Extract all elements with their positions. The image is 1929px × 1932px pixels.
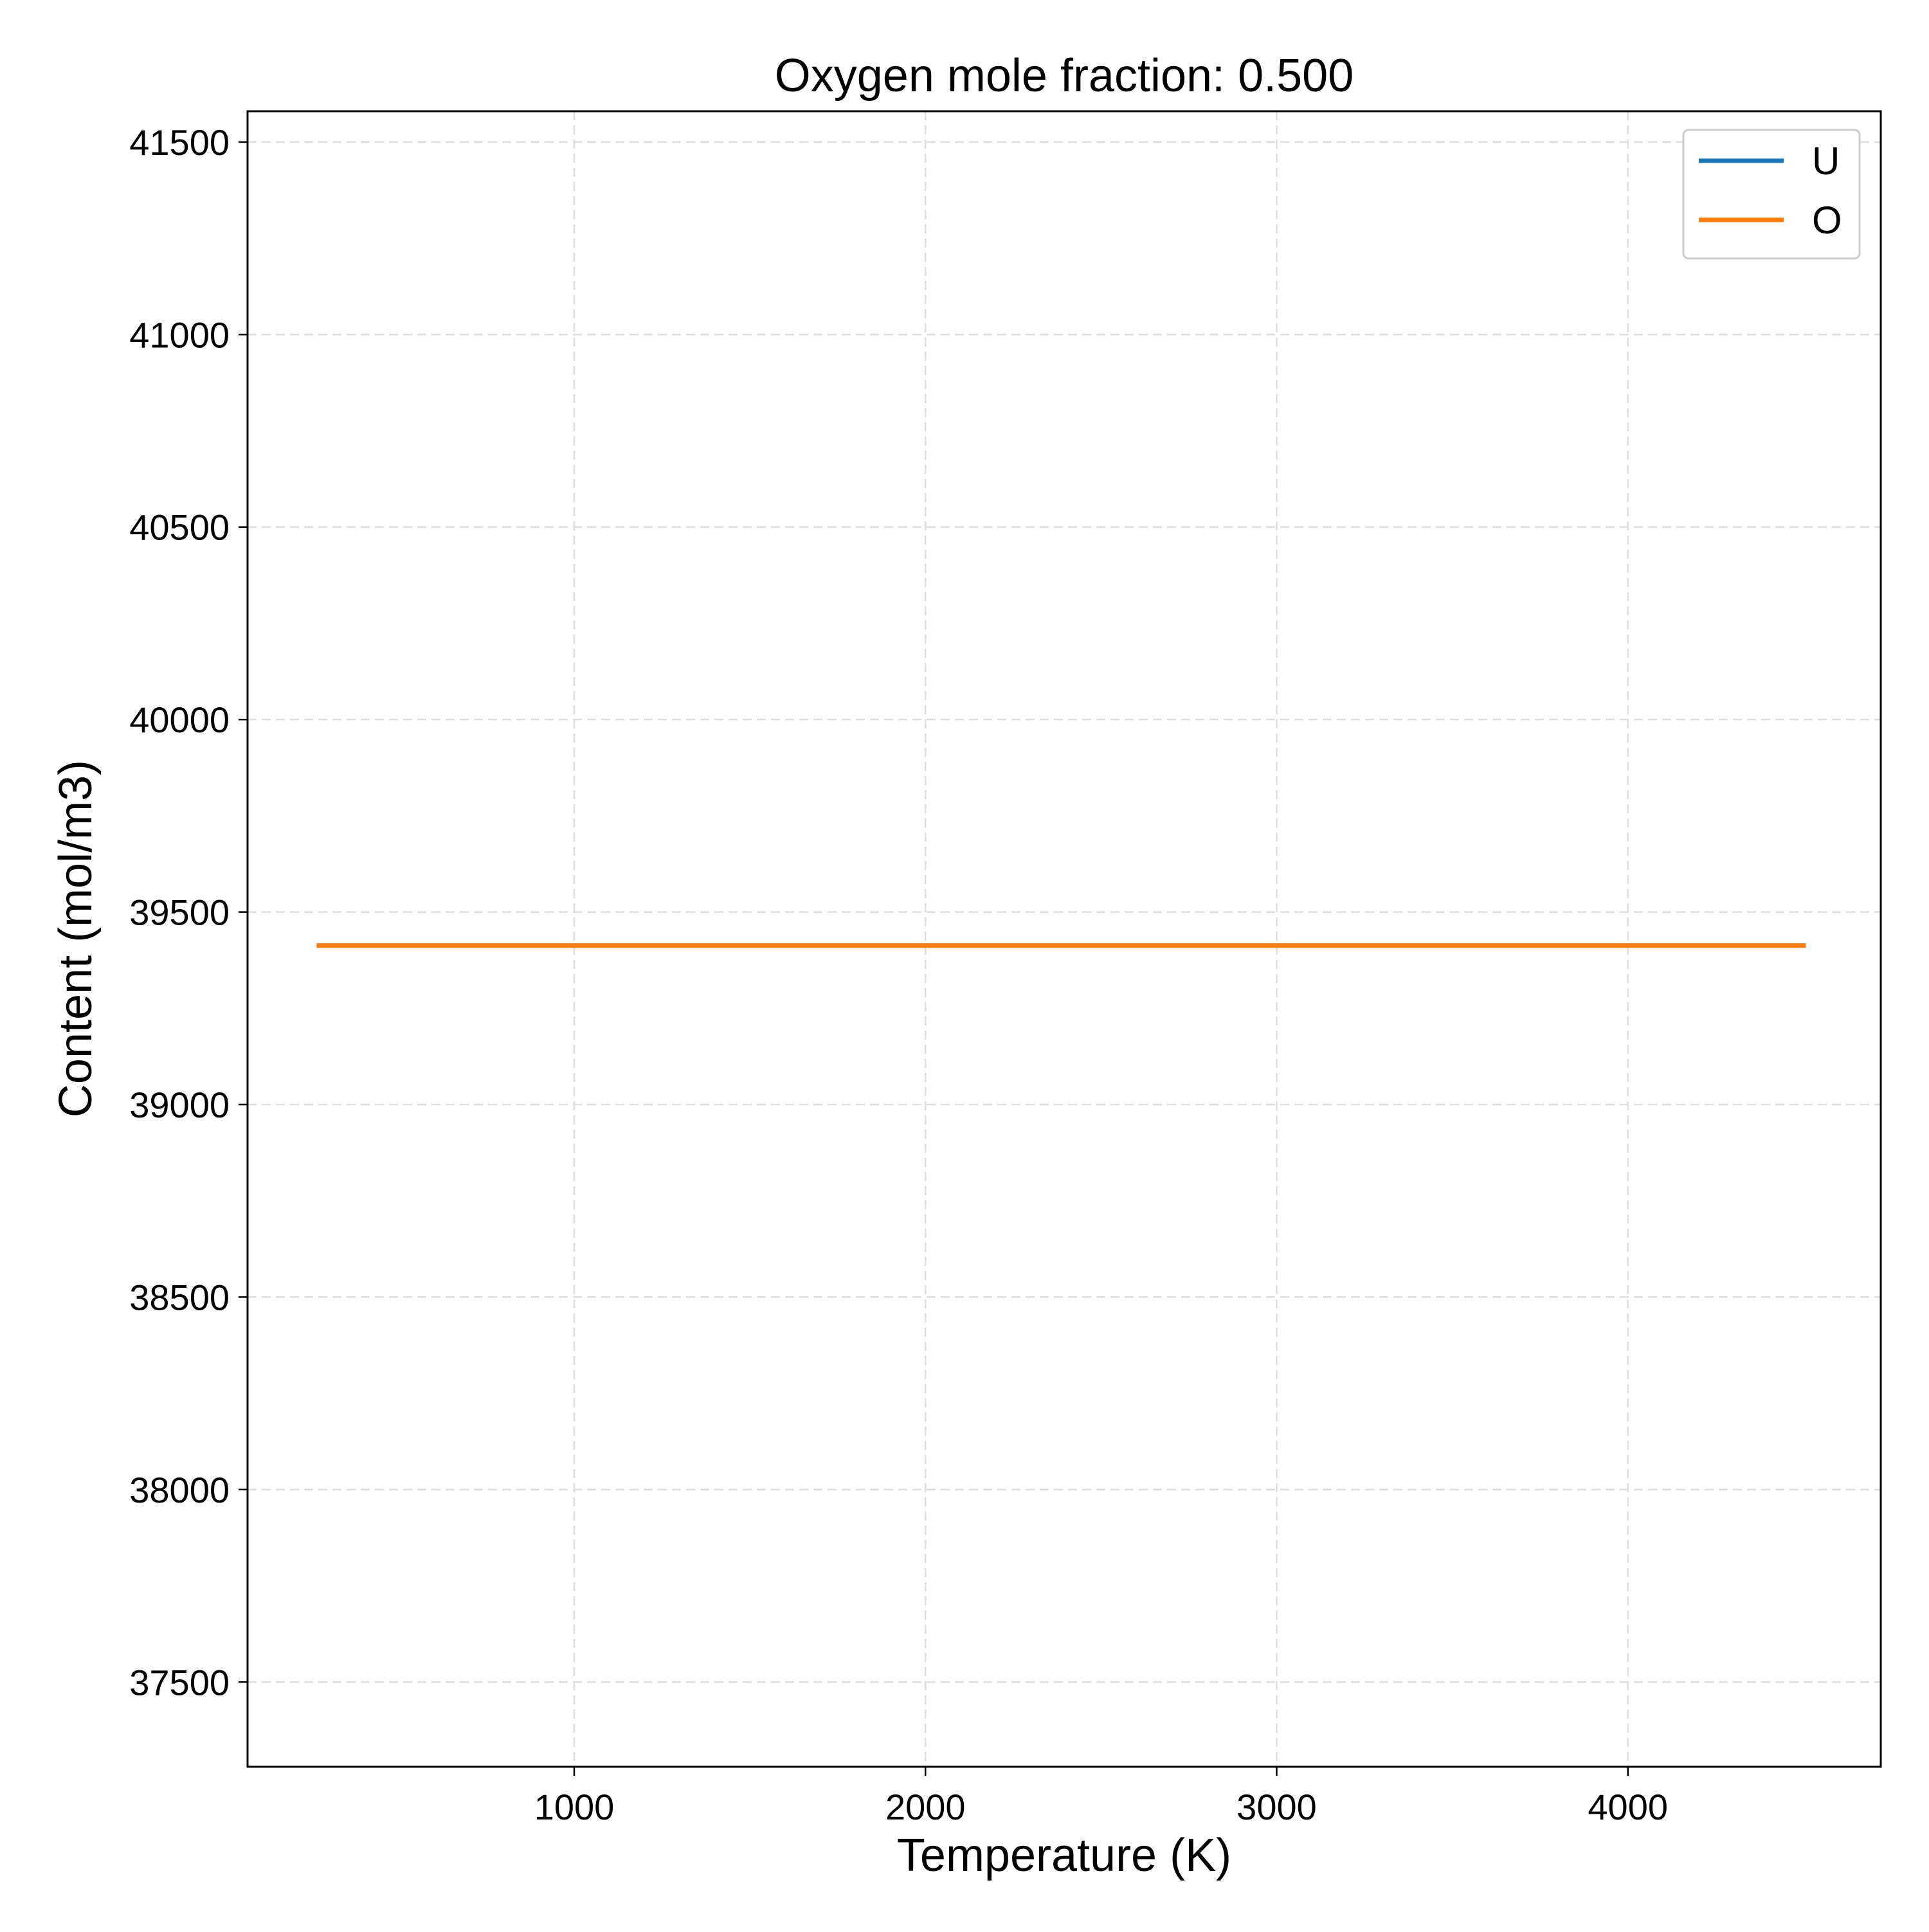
grid xyxy=(248,111,1881,1767)
chart-title: Oxygen mole fraction: 0.500 xyxy=(775,50,1354,102)
legend-label-o: O xyxy=(1812,199,1842,242)
y-tick-label: 41500 xyxy=(129,122,230,163)
legend: U O xyxy=(1682,129,1861,260)
x-tick-label: 1000 xyxy=(534,1787,615,1827)
y-tick-label: 40000 xyxy=(129,700,230,740)
axis-ticks: 1000 2000 3000 4000 37500 38000 38500 39000 3950… xyxy=(129,122,1668,1827)
y-tick-label: 38500 xyxy=(129,1277,230,1317)
x-tick-label: 3000 xyxy=(1236,1787,1317,1827)
y-tick-label: 40500 xyxy=(129,507,230,548)
y-axis-title: Content (mol/m3) xyxy=(50,760,102,1117)
x-tick-label: 4000 xyxy=(1588,1787,1668,1827)
x-axis-title: Temperature (K) xyxy=(897,1830,1231,1881)
y-tick-label: 41000 xyxy=(129,314,230,355)
x-tick-label: 2000 xyxy=(885,1787,966,1827)
y-tick-label: 39500 xyxy=(129,892,230,933)
y-tick-label: 39000 xyxy=(129,1085,230,1125)
legend-label-u: U xyxy=(1812,140,1840,183)
y-tick-label: 38000 xyxy=(129,1470,230,1510)
plot-frame xyxy=(246,110,1882,1768)
y-tick-label: 37500 xyxy=(129,1662,230,1702)
